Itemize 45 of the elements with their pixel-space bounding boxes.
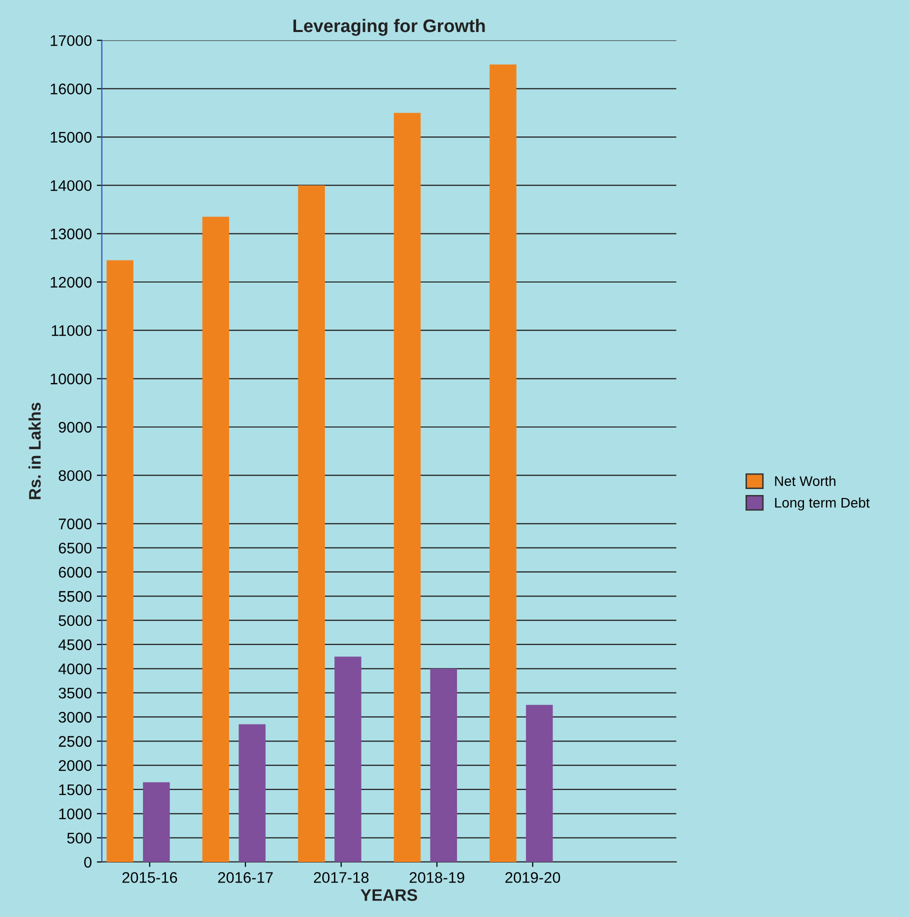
bar [202,216,230,862]
legend-label: Long term Debt [775,497,870,510]
x-tick-label: 2015-16 [122,872,178,883]
y-tick-label: 3500 [58,688,92,699]
y-tick-label: 500 [67,832,92,844]
y-tick-label: 17000 [50,35,92,46]
y-tick-label: 14000 [50,180,92,192]
y-tick-label: 3000 [58,712,92,723]
y-tick-label: 11000 [52,325,92,336]
y-tick-label: 6000 [58,566,92,578]
y-tick-label: 12000 [50,276,92,288]
y-tick-label: 2500 [58,736,92,747]
y-axis-title: Rs. in Lakhs [28,402,41,500]
bar [142,782,170,862]
bar [238,724,266,862]
x-tick-label: 2018-19 [410,872,464,883]
y-tick-label: 4500 [58,639,92,650]
y-tick-label: 13000 [50,228,92,240]
x-tick-label: 2017-18 [314,872,369,883]
bar [430,668,458,862]
legend-label: Net Worth [775,476,836,486]
y-tick-label: 16000 [50,84,92,94]
y-tick-label: 10000 [50,374,92,384]
y-tick-label: 6500 [58,542,92,554]
y-tick-label: 4000 [58,664,92,674]
y-tick-label: 5000 [58,615,92,626]
y-tick-label: 8000 [58,470,92,482]
y-tick-label: 1500 [59,784,92,796]
y-tick-label: 2000 [58,760,92,772]
y-tick-label: 7000 [58,518,92,530]
y-tick-label: 0 [84,856,92,868]
bar [298,185,325,862]
x-tick-label: 2016-17 [218,872,273,883]
y-tick-label: 9000 [58,422,92,433]
chart-title: Leveraging for Growth [293,18,485,36]
x-axis-title: YEARS [360,889,418,901]
bar [334,656,362,862]
y-tick-label: 5500 [58,591,92,602]
bar [490,64,516,862]
bar [394,112,421,862]
y-tick-label: 15000 [50,132,92,143]
bar [526,704,553,862]
y-tick-label: 1000 [59,808,92,820]
bar [106,260,134,862]
x-tick-label: 2019-20 [505,872,560,883]
